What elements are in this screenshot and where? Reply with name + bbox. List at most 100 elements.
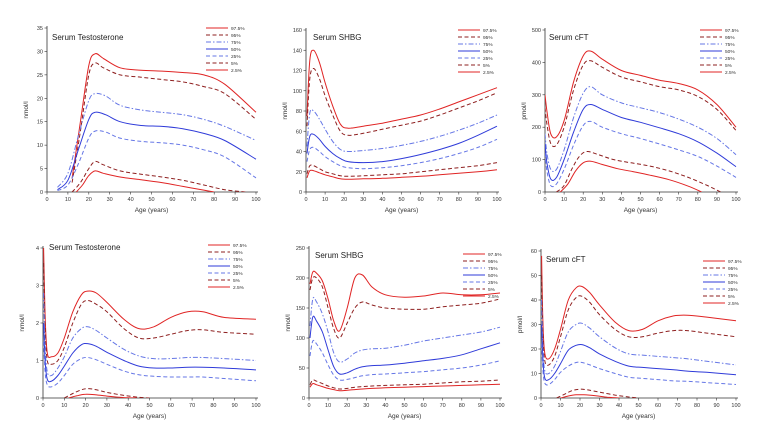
series-line-25pct <box>545 120 737 188</box>
series-line-2-5pct <box>306 169 498 180</box>
series-line-95pct <box>306 67 498 136</box>
legend-label: 75% <box>483 42 493 48</box>
legend-label: 5% <box>725 63 733 69</box>
series-line-5pct <box>71 160 246 192</box>
legend: 97.5%95%75%50%25%5%2.5% <box>703 259 742 307</box>
legend-label: 2.5% <box>728 301 740 307</box>
x-tick-label: 80 <box>456 197 462 203</box>
x-tick-label: 10 <box>61 403 67 409</box>
x-tick-label: 30 <box>360 197 366 203</box>
legend-label: 75% <box>728 273 738 279</box>
y-tick-label: 200 <box>296 276 305 282</box>
legend-label: 5% <box>483 63 491 69</box>
legend-label: 97.5% <box>483 28 497 34</box>
legend-label: 75% <box>725 42 735 48</box>
y-axis-label: nmol/l <box>23 101 30 119</box>
x-tick-label: 90 <box>232 197 238 203</box>
series-line-25pct <box>43 341 257 388</box>
y-tick-label: 35 <box>37 26 43 32</box>
y-tick-label: 0 <box>299 190 302 196</box>
legend-label: 75% <box>231 40 241 46</box>
legend-label: 50% <box>488 273 498 279</box>
legend-label: 5% <box>728 294 736 300</box>
y-tick-label: 80 <box>296 109 302 115</box>
y-tick-label: 3 <box>36 284 39 290</box>
x-tick-label: 70 <box>674 403 680 409</box>
legend: 97.5%95%75%50%25%5%2.5% <box>463 252 502 300</box>
y-tick-label: 2 <box>36 321 39 327</box>
legend-label: 2.5% <box>488 294 500 300</box>
x-axis-label: Age (years) <box>622 413 656 420</box>
x-tick-label: 20 <box>83 403 89 409</box>
series-line-50pct <box>306 125 498 164</box>
x-tick-label: 80 <box>459 403 465 409</box>
series-line-75pct <box>545 86 737 173</box>
y-tick-label: 100 <box>296 336 305 342</box>
x-tick-label: 0 <box>307 403 310 409</box>
series-line-50pct <box>545 103 737 181</box>
x-tick-label: 90 <box>232 403 238 409</box>
legend-label: 25% <box>725 56 735 62</box>
x-tick-label: 40 <box>128 197 134 203</box>
y-tick-label: 60 <box>531 249 537 255</box>
series-line-50pct <box>43 322 257 383</box>
y-tick-label: 400 <box>532 60 541 66</box>
series-line-5pct <box>309 379 501 390</box>
legend-label: 5% <box>233 278 241 284</box>
series-line-50pct <box>309 315 501 375</box>
legend: 97.5%95%75%50%25%5%2.5% <box>208 243 247 291</box>
series-line-97-5pct <box>71 53 257 178</box>
legend-label: 97.5% <box>725 28 739 34</box>
y-axis-label: pmol/l <box>517 315 524 333</box>
y-tick-label: 0 <box>534 396 537 402</box>
legend-label: 95% <box>725 35 735 41</box>
x-tick-label: 0 <box>539 403 542 409</box>
y-tick-label: 25 <box>37 73 43 79</box>
chart-panel-1: 0 10 20 30 40 50 60 70 80 90 100 0 5 10 15 20 25 30 35 Age … <box>23 26 261 214</box>
y-tick-label: 160 <box>293 28 302 34</box>
x-tick-label: 10 <box>561 197 567 203</box>
legend-label: 25% <box>233 271 243 277</box>
x-tick-label: 60 <box>421 403 427 409</box>
x-tick-label: 10 <box>325 403 331 409</box>
y-tick-label: 20 <box>296 170 302 176</box>
y-tick-label: 100 <box>293 89 302 95</box>
series-line-75pct <box>306 108 498 153</box>
series-line-25pct <box>57 130 257 192</box>
x-tick-label: 40 <box>616 403 622 409</box>
x-tick-label: 50 <box>398 197 404 203</box>
legend-label: 5% <box>488 287 496 293</box>
series-line-5pct <box>306 162 498 177</box>
x-axis-label: Age (years) <box>624 207 658 214</box>
y-tick-label: 250 <box>296 246 305 252</box>
legend-label: 2.5% <box>231 68 243 74</box>
series-line-25pct <box>306 138 498 170</box>
chart-title: Serum Testosterone <box>52 33 124 42</box>
x-tick-label: 80 <box>210 403 216 409</box>
y-tick-label: 100 <box>532 158 541 164</box>
x-tick-label: 100 <box>495 403 504 409</box>
series-line-2-5pct <box>309 383 501 392</box>
y-tick-label: 200 <box>532 125 541 131</box>
series-line-75pct <box>309 296 501 363</box>
series-line-25pct <box>541 344 737 386</box>
series-line-95pct <box>309 276 501 339</box>
legend-label: 25% <box>728 287 738 293</box>
legend-label: 5% <box>231 61 239 67</box>
series-line-5pct <box>64 388 150 398</box>
x-axis-label: Age (years) <box>133 413 167 420</box>
series-line-5pct <box>556 388 639 398</box>
legend-label: 50% <box>233 264 243 270</box>
series-line-2-5pct <box>560 394 620 398</box>
x-tick-label: 90 <box>714 197 720 203</box>
x-tick-label: 50 <box>637 197 643 203</box>
x-tick-label: 80 <box>694 403 700 409</box>
x-tick-label: 50 <box>148 197 154 203</box>
x-tick-label: 90 <box>478 403 484 409</box>
x-tick-label: 40 <box>379 197 385 203</box>
legend-label: 2.5% <box>233 285 245 291</box>
y-tick-label: 50 <box>299 366 305 372</box>
legend-label: 50% <box>231 47 241 53</box>
legend-label: 50% <box>725 49 735 55</box>
